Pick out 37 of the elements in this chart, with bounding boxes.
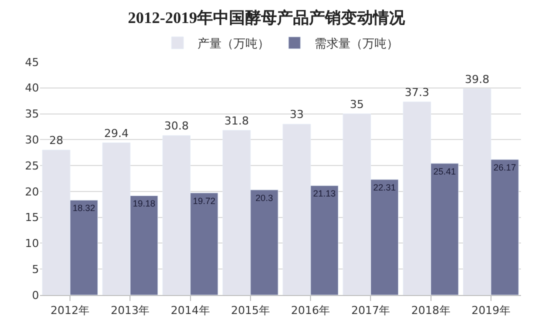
data-label: 25.41 [433,166,456,176]
data-label: 39.8 [464,72,490,86]
y-tick-label: 20 [25,185,39,198]
y-tick-label: 35 [25,108,39,121]
x-tick-label: 2013年 [110,304,150,318]
legend-label: 需求量（万吨） [314,36,398,51]
legend-label: 产量（万吨） [198,36,270,51]
y-tick-label: 15 [25,211,39,224]
y-tick-label: 5 [32,262,39,276]
x-tick-label: 2015年 [230,304,270,318]
data-label: 21.13 [313,188,336,199]
data-label: 19.72 [192,196,216,206]
data-label: 19.18 [132,198,156,209]
data-label: 30.8 [164,120,189,133]
data-label: 37.3 [404,86,430,99]
y-tick-label: 25 [25,159,39,172]
data-label: 31.8 [224,114,249,128]
data-label: 29.4 [104,126,129,140]
x-tick-label: 2016年 [291,304,330,318]
data-label: 20.3 [256,192,274,203]
data-label: 18.32 [72,203,96,214]
x-tick-label: 2019年 [471,304,510,318]
y-tick-label: 0 [32,288,39,302]
y-tick-label: 45 [25,56,39,69]
data-label: 22.31 [373,182,396,192]
x-tick-label: 2017年 [351,304,390,318]
chart-title: 2012-2019年中国酵母产品产销变动情况 [128,8,406,27]
x-tick-label: 2012年 [50,304,90,318]
x-tick-label: 2014年 [170,304,210,318]
y-tick-label: 40 [25,82,39,95]
data-label: 33 [290,108,304,122]
y-tick-label: 10 [25,237,39,250]
data-label: 35 [350,98,364,111]
y-tick-label: 30 [25,134,39,147]
x-tick-label: 2018年 [411,304,450,318]
data-label: 26.17 [494,162,516,172]
data-label: 28 [49,134,64,148]
